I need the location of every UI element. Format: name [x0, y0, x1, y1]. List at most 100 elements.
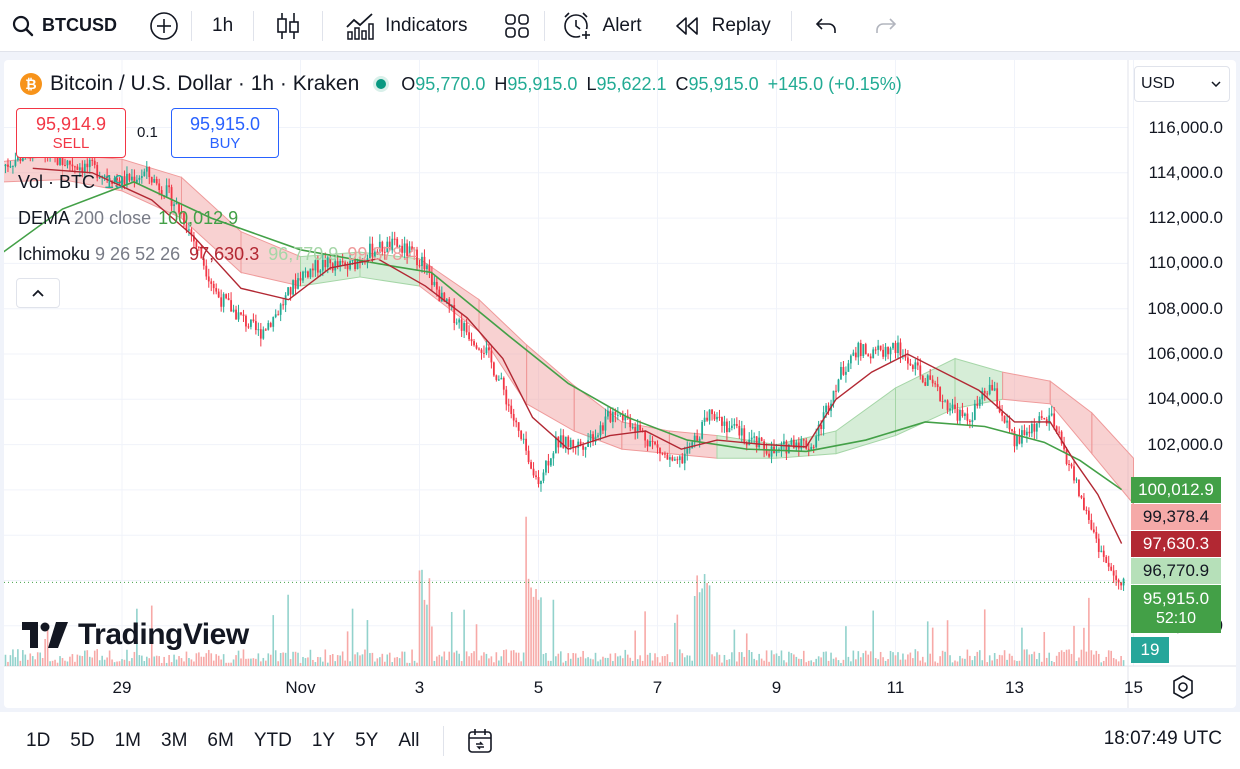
range-1d-button[interactable]: 1D	[26, 729, 51, 751]
range-3m-button[interactable]: 3M	[161, 729, 188, 751]
candle-body	[401, 245, 404, 253]
range-ytd-button[interactable]: YTD	[253, 729, 292, 751]
volume-bar	[666, 654, 669, 666]
candle-body	[403, 243, 406, 253]
volume-bar	[232, 659, 235, 666]
volume-bar	[64, 660, 66, 666]
volume-bar	[1048, 652, 1051, 666]
volume-bar	[1083, 627, 1085, 666]
symbol-search-button[interactable]: BTCUSD	[0, 0, 129, 52]
candle-body	[339, 261, 342, 266]
candle-body	[314, 260, 317, 271]
candle-body	[272, 317, 275, 327]
candle-body	[245, 315, 247, 327]
replay-button[interactable]: Replay	[662, 0, 791, 52]
range-1m-button[interactable]: 1M	[114, 729, 141, 751]
dema-legend[interactable]: DEMA 200 close 100,012.9	[18, 208, 238, 229]
volume-bar	[812, 662, 815, 666]
range-all-button[interactable]: All	[398, 729, 420, 751]
volume-bar	[500, 656, 503, 666]
undo-button[interactable]	[792, 0, 856, 52]
volume-bar	[855, 659, 857, 666]
buy-button[interactable]: 95,915.0 BUY	[171, 108, 279, 158]
volume-bar	[686, 655, 689, 666]
candle-body	[1016, 435, 1018, 447]
candle-body	[485, 347, 488, 354]
candle-body	[294, 280, 297, 289]
volume-bar	[438, 654, 441, 666]
compare-symbol-button[interactable]	[137, 0, 191, 52]
range-6m-button[interactable]: 6M	[207, 729, 234, 751]
volume-bar	[795, 656, 798, 666]
price-chart[interactable]	[4, 60, 1236, 708]
low-label: L	[586, 73, 597, 94]
volume-bar	[867, 654, 870, 666]
currency-select[interactable]: USD	[1134, 66, 1230, 102]
volume-bar	[1112, 658, 1115, 666]
candle-body	[406, 243, 409, 257]
candle-body	[1023, 430, 1026, 436]
collapse-legend-button[interactable]	[16, 278, 60, 308]
volume-bar	[356, 652, 359, 666]
templates-button[interactable]	[490, 0, 544, 52]
chart-panel[interactable]: ₿ Bitcoin / U.S. Dollar · 1h · Kraken O9…	[4, 60, 1236, 708]
candle-body	[728, 427, 731, 433]
volume-bar	[621, 658, 624, 666]
volume-bar	[398, 658, 401, 666]
volume-bar	[872, 610, 874, 666]
ichimoku-legend[interactable]: Ichimoku 9 26 52 26 97,630.3 96,770.9 99…	[18, 244, 417, 265]
indicators-icon	[346, 12, 374, 40]
volume-bar	[393, 657, 396, 666]
candle-body	[547, 460, 550, 466]
indicators-button[interactable]: Indicators	[323, 0, 489, 52]
volume-bar	[825, 651, 827, 666]
volume-bar	[646, 654, 649, 666]
chart-type-button[interactable]	[254, 0, 322, 52]
volume-bar	[612, 661, 614, 666]
volume-bar	[584, 658, 587, 666]
volume-legend[interactable]: Vol · BTC 19	[18, 172, 124, 193]
candle-body	[557, 436, 560, 448]
candle-body	[1080, 495, 1083, 498]
volume-bar	[706, 583, 708, 666]
dema-value: 100,012.9	[158, 208, 239, 228]
range-1y-button[interactable]: 1Y	[311, 729, 336, 751]
utc-clock[interactable]: 18:07:49 UTC	[1103, 728, 1222, 749]
candle-body	[668, 457, 671, 460]
volume-bar	[334, 661, 337, 666]
candle-body	[916, 362, 919, 366]
range-5d-button[interactable]: 5D	[70, 729, 95, 751]
volume-bar	[988, 655, 991, 666]
volume-bar	[850, 661, 852, 666]
candle-body	[148, 167, 151, 178]
alarm-clock-icon	[563, 11, 592, 41]
volume-bar	[379, 657, 381, 666]
volume-bar	[793, 654, 795, 666]
volume-bar	[537, 599, 540, 666]
candle-body	[659, 447, 661, 454]
candle-body	[292, 280, 294, 295]
volume-bar	[877, 659, 879, 666]
volume-bar	[743, 656, 746, 666]
volume-bar	[173, 654, 175, 666]
candle-body	[123, 176, 126, 186]
chart-settings-button[interactable]	[1170, 674, 1196, 705]
volume-bar	[200, 656, 203, 666]
volume-bar	[564, 660, 567, 666]
redo-button[interactable]	[856, 0, 916, 52]
volume-bar	[827, 660, 830, 666]
volume-bar	[304, 658, 307, 666]
candle-body	[1095, 532, 1098, 539]
sell-button[interactable]: 95,914.9 SELL	[16, 108, 126, 158]
go-to-date-button[interactable]	[454, 715, 506, 767]
candle-body	[66, 160, 69, 166]
volume-bar	[292, 651, 294, 666]
alert-button[interactable]: Alert	[545, 0, 662, 52]
interval-button[interactable]: 1h	[192, 0, 253, 52]
candle-body	[582, 445, 585, 450]
candle-body	[190, 229, 193, 236]
volume-bar	[582, 650, 584, 666]
candle-body	[567, 436, 570, 448]
range-5y-button[interactable]: 5Y	[355, 729, 379, 751]
ichimoku-cloud-segment	[1049, 380, 1093, 456]
